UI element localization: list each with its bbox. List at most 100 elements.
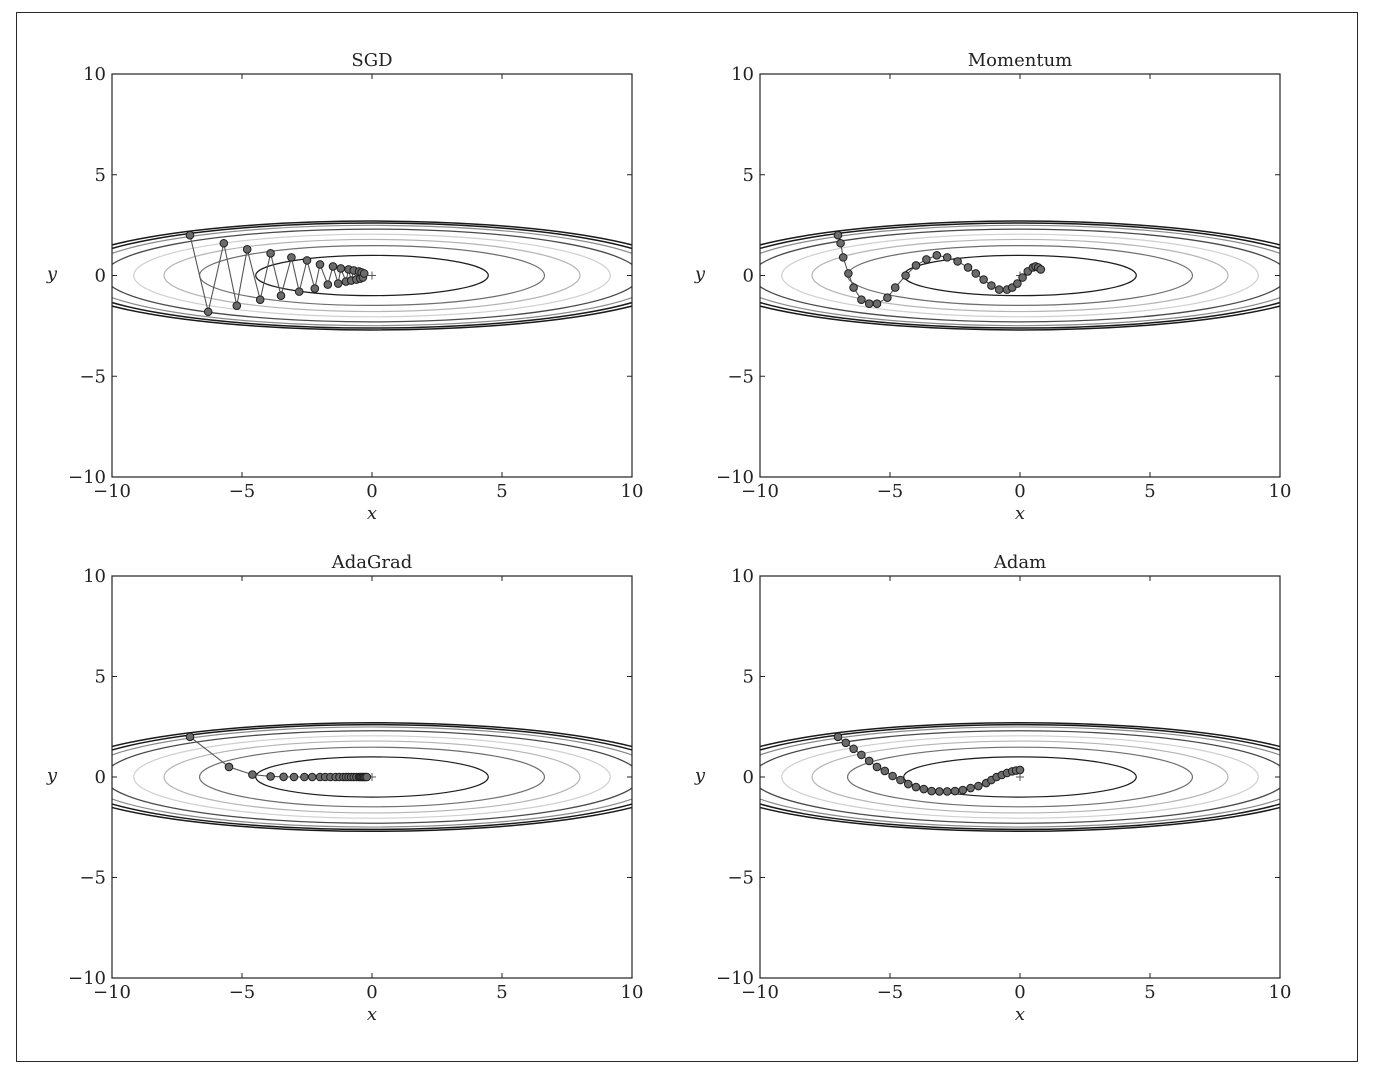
- path-point: [836, 238, 845, 248]
- path-point: [1015, 765, 1025, 775]
- y-tick-label: −10: [716, 467, 754, 488]
- y-tick-label: 0: [743, 767, 754, 788]
- contour-line: [760, 723, 1280, 831]
- path-point: [323, 280, 333, 289]
- path-point: [942, 253, 952, 262]
- contour-line: [811, 740, 1229, 814]
- x-tick-label: 10: [621, 982, 644, 1003]
- x-axis-label: x: [1015, 503, 1025, 524]
- x-axis-label: x: [367, 1004, 377, 1025]
- path-point: [922, 255, 931, 264]
- figure-frame: [16, 12, 1358, 1062]
- y-axis-label: y: [46, 765, 58, 786]
- y-tick-label: 5: [95, 165, 106, 186]
- path-point: [185, 230, 195, 240]
- subplot-momentum: −10 −5 0 5 10 10 5 0 −5 −10 Momentum x y: [694, 50, 1292, 524]
- contour-line: [781, 735, 1259, 819]
- path-point: [294, 287, 304, 296]
- path-point: [248, 770, 257, 779]
- x-tick-label: 0: [366, 982, 377, 1003]
- subplot-sgd: −10 −5 0 5 10 10 5 0 −5 −10 SGD x y: [46, 50, 644, 524]
- x-tick-label: −10: [741, 481, 779, 502]
- x-tick-label: 0: [366, 481, 377, 502]
- contour-line: [846, 746, 1194, 808]
- x-tick-label: 10: [1269, 481, 1292, 502]
- y-tick-label: 5: [95, 667, 106, 688]
- contour-line: [112, 726, 632, 828]
- path-point: [911, 782, 921, 792]
- path-point: [966, 783, 975, 793]
- x-tick-label: 0: [1014, 481, 1025, 502]
- x-axis-label: x: [1015, 1004, 1025, 1025]
- contour-line: [760, 228, 1280, 323]
- path-point: [838, 253, 848, 262]
- contour-line: [163, 740, 581, 814]
- path-point: [932, 251, 942, 260]
- contour-line: [112, 723, 632, 831]
- x-tick-label: 5: [1144, 481, 1155, 502]
- contour-line: [760, 730, 1280, 824]
- path-point: [844, 269, 853, 278]
- path-point: [896, 775, 905, 785]
- y-tick-label: −10: [68, 968, 106, 989]
- path-point: [872, 299, 882, 309]
- path-point: [279, 772, 288, 782]
- y-tick-label: 10: [83, 566, 106, 587]
- path-point: [287, 253, 296, 262]
- path-point: [883, 293, 892, 302]
- y-axis-label: y: [46, 264, 58, 285]
- path-point: [362, 772, 372, 782]
- contour-line: [198, 746, 546, 808]
- contour-line: [112, 228, 632, 323]
- x-tick-label: −10: [93, 481, 131, 502]
- path-point: [185, 732, 195, 742]
- path-point: [849, 744, 858, 754]
- path-point: [927, 786, 936, 796]
- contour-line: [903, 756, 1137, 798]
- path-point: [255, 295, 265, 304]
- x-tick-label: 5: [496, 982, 507, 1003]
- x-tick-label: −5: [229, 481, 256, 502]
- path-point: [950, 786, 960, 796]
- contour-line: [112, 220, 632, 331]
- path-point: [333, 279, 343, 288]
- path-point: [833, 230, 843, 240]
- contour-line: [112, 224, 632, 327]
- x-tick-label: 10: [1269, 982, 1292, 1003]
- subplot-title: Adam: [993, 552, 1046, 573]
- path-point: [864, 756, 874, 766]
- subplot-title: SGD: [351, 50, 392, 71]
- contour-line: [781, 233, 1259, 318]
- path-point: [979, 275, 988, 284]
- x-tick-label: 5: [1144, 982, 1155, 1003]
- contour-line: [760, 726, 1280, 828]
- contour-line: [811, 238, 1229, 313]
- path-point: [890, 283, 900, 292]
- path-point: [901, 271, 910, 280]
- x-tick-label: −10: [93, 982, 131, 1003]
- path-point: [963, 263, 973, 272]
- contour-lines: [760, 220, 1280, 331]
- path-point: [302, 256, 312, 265]
- path-point: [266, 249, 275, 258]
- contour-line: [255, 254, 489, 297]
- path-point: [953, 257, 962, 266]
- y-tick-label: −10: [716, 968, 754, 989]
- path-point: [1018, 273, 1027, 282]
- path-point: [994, 285, 1004, 294]
- y-tick-label: −10: [68, 467, 106, 488]
- contour-line: [760, 222, 1280, 329]
- path-point: [919, 784, 929, 794]
- path-point: [841, 738, 851, 748]
- x-tick-label: −5: [229, 982, 256, 1003]
- path-point: [232, 301, 242, 311]
- optimizer-path: [189, 736, 367, 778]
- path-point: [307, 772, 317, 782]
- path-point: [310, 284, 320, 293]
- path-point: [880, 766, 890, 776]
- contour-line: [112, 222, 632, 329]
- path-point: [872, 762, 882, 772]
- y-tick-label: −5: [79, 868, 106, 889]
- path-point: [1036, 265, 1046, 274]
